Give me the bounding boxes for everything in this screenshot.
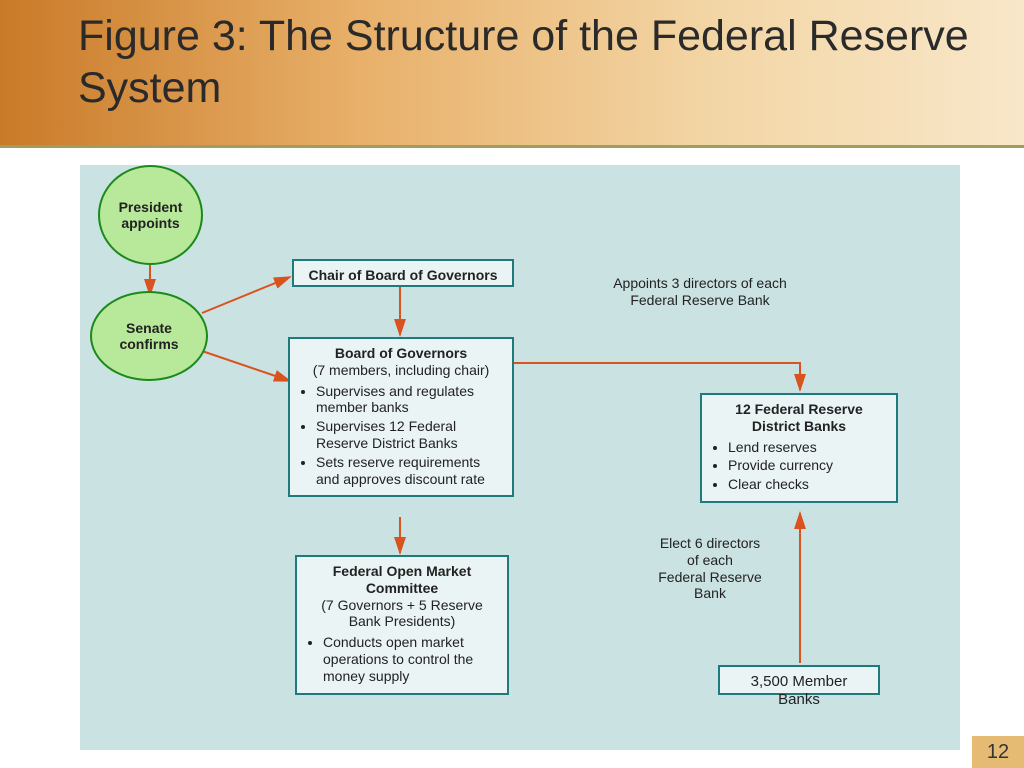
bog-sub: (7 members, including chair) <box>313 362 490 378</box>
title-bar: Figure 3: The Structure of the Federal R… <box>0 0 1024 148</box>
senate-l2: confirms <box>119 336 178 352</box>
member-text: 3,500 Member Banks <box>751 673 848 708</box>
elect6-l4: Bank <box>640 585 780 602</box>
title-underline <box>0 145 1024 148</box>
box-chair: Chair of Board of Governors <box>292 259 514 287</box>
fomc-bullets: Conducts open market operations to contr… <box>307 634 497 684</box>
appoint3-l1: Appoints 3 directors of each <box>585 275 815 292</box>
bog-b3: Sets reserve requirements and approves d… <box>316 454 502 488</box>
president-l2: appoints <box>119 215 183 231</box>
box-member-banks: 3,500 Member Banks <box>718 665 880 695</box>
fomc-sub: (7 Governors + 5 Reserve Bank Presidents… <box>321 597 482 630</box>
bog-b1: Supervises and regulates member banks <box>316 383 502 417</box>
district-title: 12 Federal Reserve District Banks <box>735 401 863 434</box>
elect6-l2: of each <box>640 552 780 569</box>
district-bullets: Lend reserves Provide currency Clear che… <box>712 439 886 493</box>
box-district-banks: 12 Federal Reserve District Banks Lend r… <box>700 393 898 503</box>
slide-number: 12 <box>972 736 1024 768</box>
district-b1: Lend reserves <box>728 439 886 456</box>
district-b3: Clear checks <box>728 476 886 493</box>
box-fomc: Federal Open Market Committee (7 Governo… <box>295 555 509 695</box>
slide-title: Figure 3: The Structure of the Federal R… <box>78 10 1024 115</box>
elect6-l3: Federal Reserve <box>640 569 780 586</box>
elect6-l1: Elect 6 directors <box>640 535 780 552</box>
circle-president: President appoints <box>98 165 203 265</box>
chair-title: Chair of Board of Governors <box>308 267 497 283</box>
fomc-title: Federal Open Market Committee <box>333 563 472 596</box>
bog-bullets: Supervises and regulates member banks Su… <box>300 383 502 488</box>
label-elect-6: Elect 6 directors of each Federal Reserv… <box>640 535 780 602</box>
diagram-canvas: President appoints Senate confirms Chair… <box>80 165 960 750</box>
box-board-of-governors: Board of Governors (7 members, including… <box>288 337 514 497</box>
circle-senate: Senate confirms <box>90 291 208 381</box>
president-l1: President <box>119 199 183 215</box>
bog-b2: Supervises 12 Federal Reserve District B… <box>316 418 502 452</box>
senate-l1: Senate <box>119 320 178 336</box>
label-appoints-3: Appoints 3 directors of each Federal Res… <box>585 275 815 309</box>
appoint3-l2: Federal Reserve Bank <box>585 292 815 309</box>
bog-title: Board of Governors <box>335 345 467 361</box>
fomc-b1: Conducts open market operations to contr… <box>323 634 497 684</box>
district-b2: Provide currency <box>728 457 886 474</box>
